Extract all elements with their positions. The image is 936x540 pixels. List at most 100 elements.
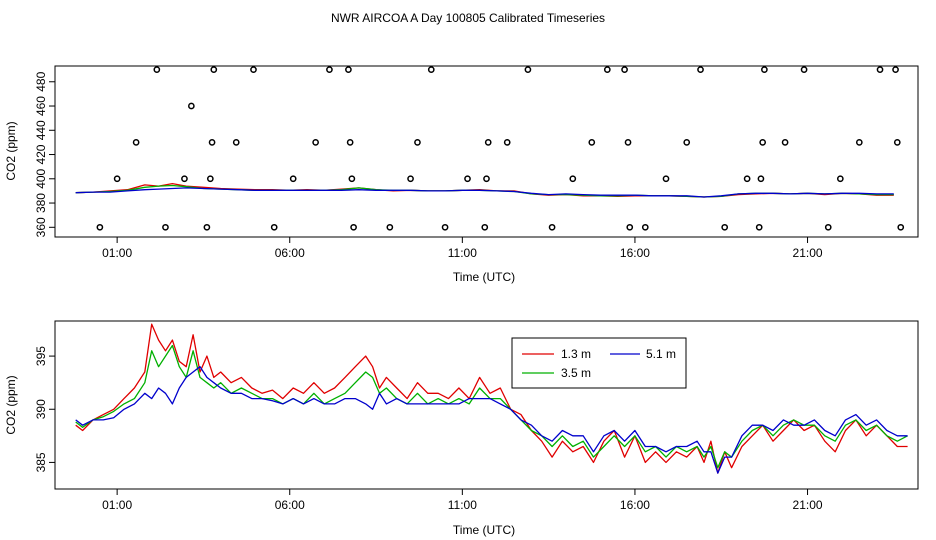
calibration-point [662, 175, 670, 183]
panel-top-xtick-label: 06:00 [275, 246, 305, 260]
panel-top-ytick-minor-label: 480 [34, 71, 48, 91]
figure-title: NWR AIRCOA A Day 100805 Calibrated Times… [331, 11, 605, 25]
calibration-point [721, 223, 729, 231]
legend-label-5-1m: 5.1 m [646, 347, 676, 361]
panel-top-ytick-minor-label: 400 [34, 168, 48, 188]
calibration-point [386, 223, 394, 231]
calibration-point [181, 175, 188, 183]
calibration-point [624, 139, 632, 146]
calibration-point [641, 223, 649, 231]
calibration-point [483, 175, 490, 183]
calibration-point [621, 66, 628, 73]
calibration-point [427, 66, 435, 73]
panel-top-ytick-minor-label: 360 [34, 217, 48, 237]
panel-bottom-ytick-label: 385 [34, 452, 48, 472]
calibration-point [484, 139, 492, 146]
panel-bottom-series [75, 323, 908, 474]
calibration-point [289, 175, 297, 183]
panel-top-ylabel: CO2 (ppm) [4, 121, 18, 180]
calibration-point [162, 223, 169, 231]
calibration-point [897, 223, 905, 231]
calibration-point [603, 66, 611, 73]
panel-bottom: 01:00 06:00 11:00 16:00 21:00 385 390 395 Time… [4, 320, 919, 537]
calibration-point [743, 175, 751, 183]
panel-top-xlabel: Time (UTC) [453, 270, 515, 284]
calibration-point [755, 223, 763, 231]
calibration-point [824, 223, 832, 231]
calibration-point [893, 139, 901, 146]
calibration-point [312, 139, 319, 146]
panel-bottom-series-line [75, 323, 908, 474]
panel-bottom-xtick-label: 01:00 [102, 498, 132, 512]
panel-top: 01:00 06:00 11:00 16:00 21:00 380 420 460 360 40… [4, 65, 919, 284]
calibration-point [781, 139, 789, 146]
calibration-point [113, 175, 121, 183]
calibration-point [761, 66, 768, 73]
panel-bottom-y-axis: 385 390 395 [34, 346, 55, 472]
calibration-point [132, 139, 140, 146]
panel-bottom-series-line [75, 344, 908, 469]
calibration-point [876, 66, 884, 73]
calibration-point [350, 223, 357, 231]
calibration-point [697, 66, 704, 73]
panel-bottom-ytick-label: 390 [34, 399, 48, 419]
panel-bottom-ylabel: CO2 (ppm) [4, 375, 18, 434]
panel-bottom-series-line [75, 366, 908, 474]
panel-bottom-xtick-label: 11:00 [448, 498, 477, 512]
panel-bottom-xtick-label: 06:00 [275, 498, 305, 512]
calibration-point [250, 66, 257, 73]
legend-label-1-3m: 1.3 m [561, 347, 591, 361]
calibration-point [548, 223, 556, 231]
calibration-point [800, 66, 808, 73]
panel-bottom-xlabel: Time (UTC) [453, 523, 515, 537]
calibration-point [407, 175, 414, 183]
calibration-point [569, 175, 577, 183]
calibration-point [210, 66, 218, 73]
panel-top-ytick-label: 460 [34, 96, 48, 116]
panel-top-series [75, 182, 894, 198]
calibration-point [855, 139, 863, 146]
panel-top-calibration-points [96, 66, 905, 231]
calibration-point [892, 66, 899, 73]
panel-top-y-axis: 380 420 460 360 400 440 480 [34, 71, 55, 237]
panel-top-ytick-label: 380 [34, 193, 48, 213]
panel-top-xtick-label: 11:00 [448, 246, 477, 260]
panel-top-xtick-label: 16:00 [620, 246, 650, 260]
calibration-point [683, 139, 691, 146]
calibration-point [441, 223, 449, 231]
calibration-point [626, 223, 634, 231]
calibration-point [345, 66, 352, 73]
legend-box [511, 337, 687, 389]
calibration-point [414, 139, 421, 146]
calibration-point [836, 175, 844, 183]
calibration-point [464, 175, 471, 183]
calibration-point [326, 66, 333, 73]
panel-top-ytick-minor-label: 440 [34, 120, 48, 140]
calibration-point [96, 223, 104, 231]
calibration-point [759, 139, 767, 146]
calibration-point [153, 66, 161, 73]
calibration-point [206, 175, 214, 183]
panel-top-ytick-label: 420 [34, 144, 48, 164]
panel-bottom-ytick-label: 395 [34, 346, 48, 366]
panel-bottom-xtick-label: 21:00 [793, 498, 823, 512]
calibration-point [346, 139, 354, 146]
calibration-point [588, 139, 596, 146]
calibration-point [524, 66, 532, 73]
panel-top-x-axis: 01:00 06:00 11:00 16:00 21:00 [102, 237, 823, 260]
calibration-point [348, 175, 356, 183]
calibration-point [757, 175, 765, 183]
panel-bottom-frame [54, 320, 919, 490]
calibration-point [208, 139, 216, 146]
calibration-point [232, 139, 240, 146]
legend-label-3-5m: 3.5 m [561, 366, 591, 380]
panel-bottom-x-axis: 01:00 06:00 11:00 16:00 21:00 [102, 489, 823, 512]
calibration-point [503, 139, 511, 146]
panel-bottom-xtick-label: 16:00 [620, 498, 650, 512]
calibration-point [188, 102, 195, 110]
calibration-point [481, 223, 489, 231]
panel-top-xtick-label: 21:00 [793, 246, 823, 260]
panel-top-frame [54, 65, 919, 238]
